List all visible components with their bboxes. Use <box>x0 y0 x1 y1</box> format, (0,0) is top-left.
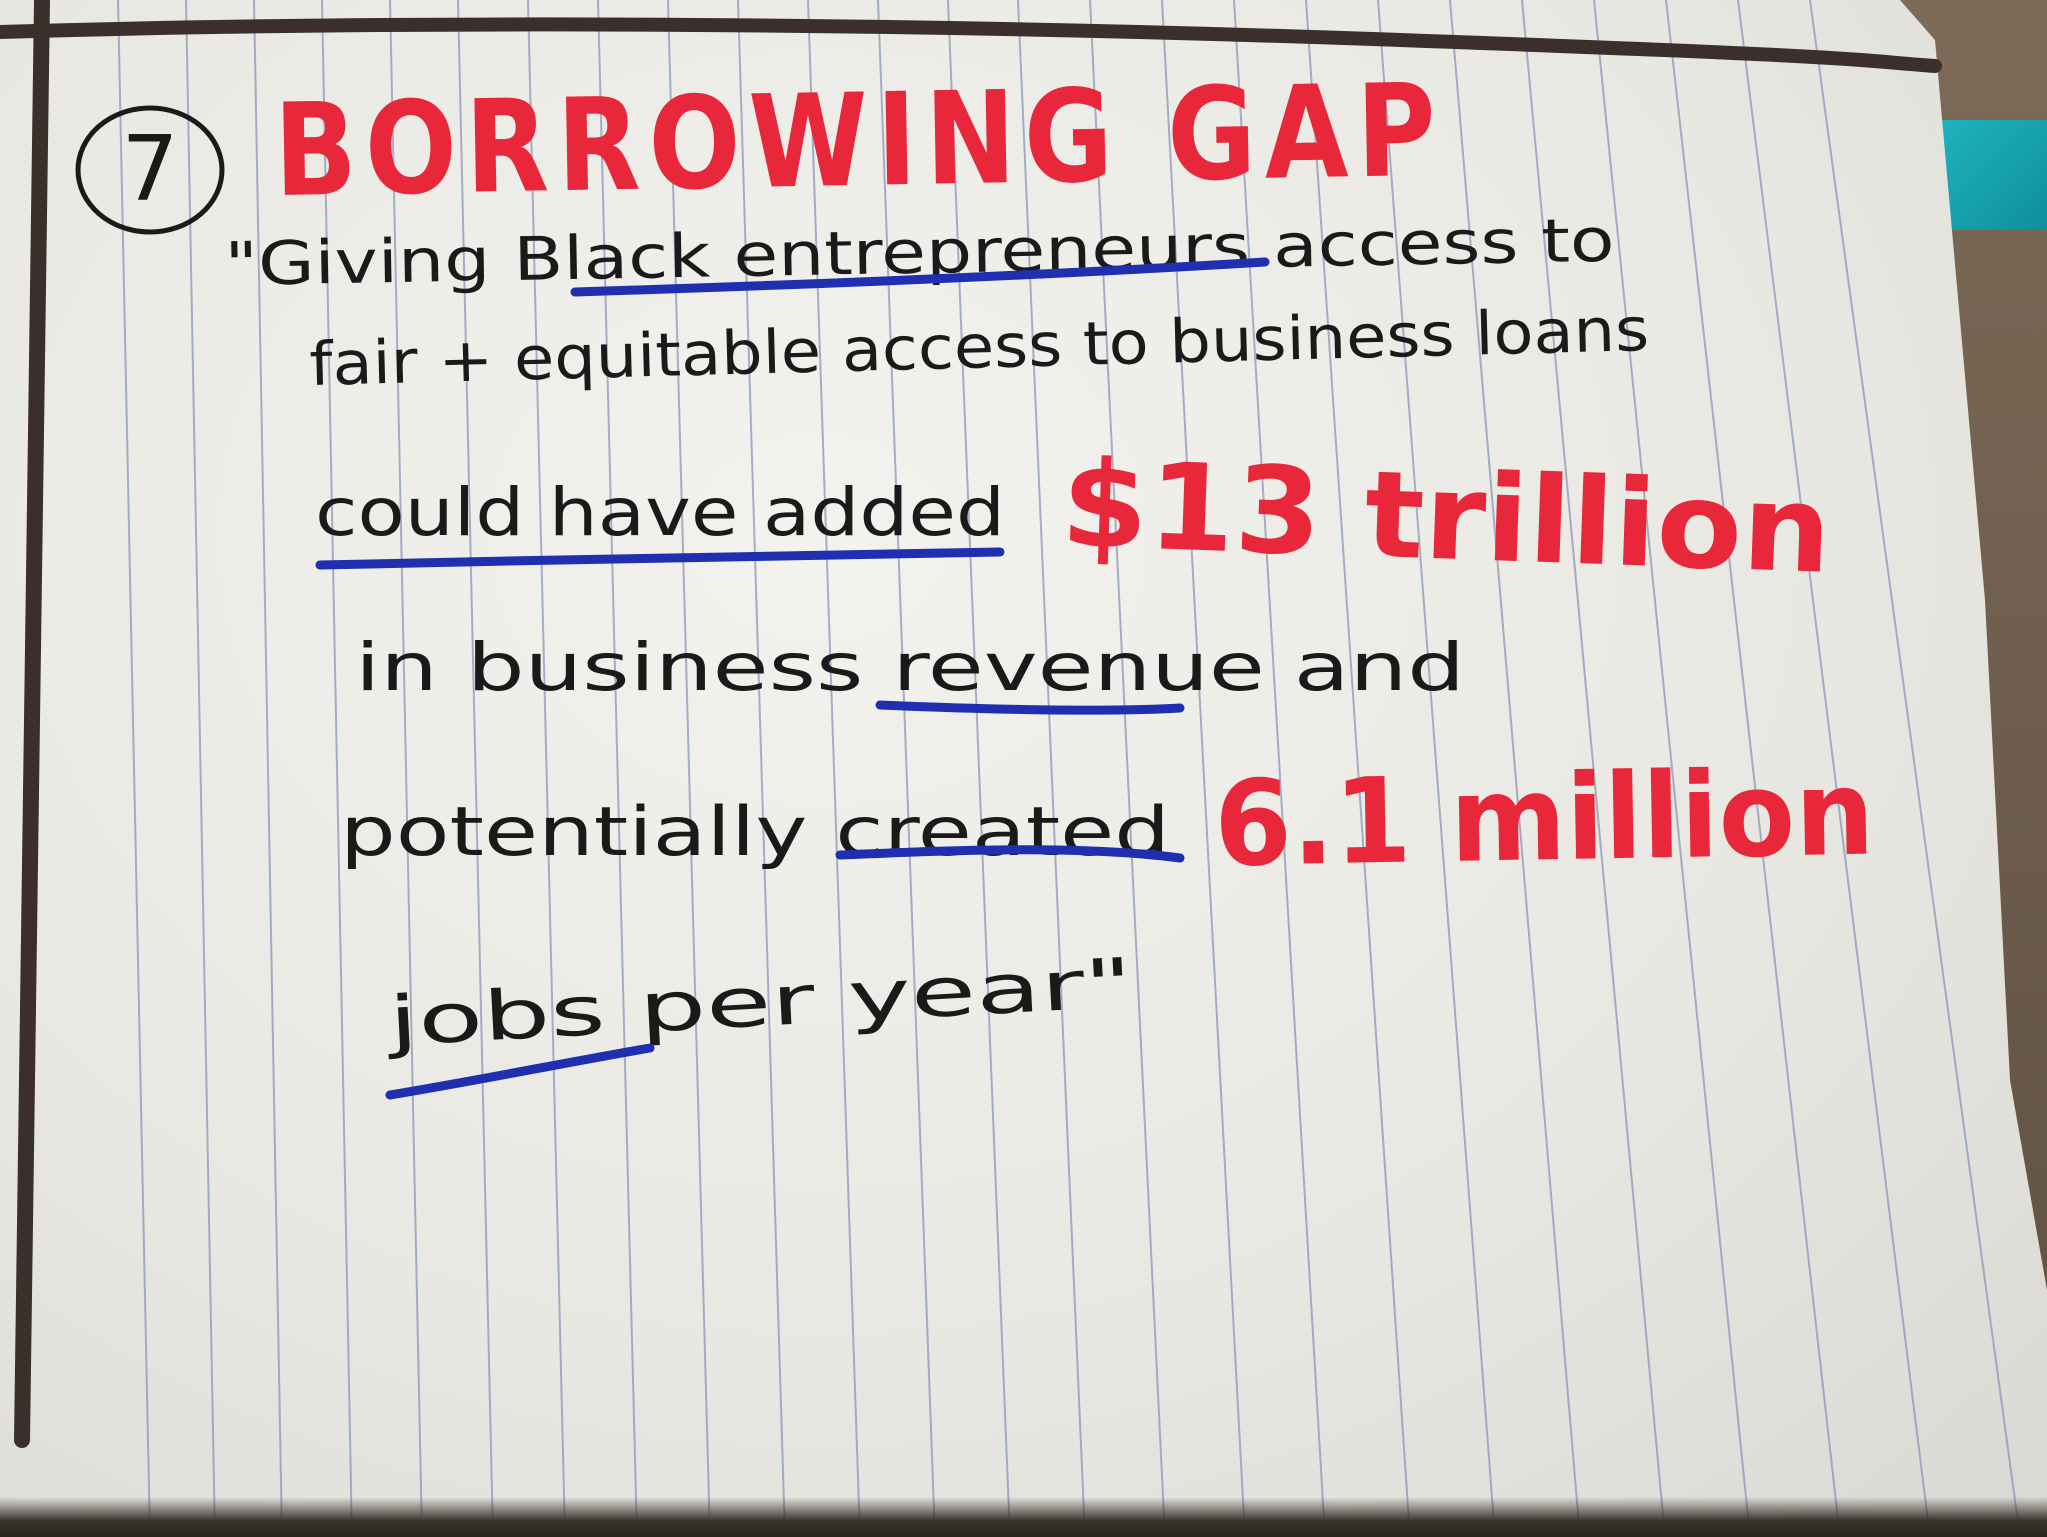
note-line-6: jobs per year" <box>384 944 1135 1062</box>
underline-created <box>835 845 1185 863</box>
jobs-amount: 6.1 million <box>1213 743 1875 892</box>
note-line-2: fair + equitable access to business loan… <box>309 295 1650 400</box>
note-line-4: in business revenue and <box>355 629 1465 706</box>
item-number-badge: 7 <box>75 105 225 235</box>
blue-underlines <box>315 257 1270 1100</box>
note-line-3: could have added <box>315 474 1005 551</box>
underline-jobs <box>385 1043 655 1100</box>
circle-outline <box>75 105 225 235</box>
teal-folder-tab <box>1937 120 2047 230</box>
note-line-5: potentially created <box>340 793 1170 872</box>
ruled-lines <box>117 0 2021 1537</box>
item-number: 7 <box>121 117 178 222</box>
underline-black-entrepreneurs <box>570 257 1270 297</box>
margin-lines <box>0 0 1942 1448</box>
underline-revenue <box>875 700 1185 715</box>
desk-edge-shadow <box>0 1497 2047 1537</box>
underline-could-have-added <box>315 547 1005 570</box>
revenue-amount: $13 trillion <box>1059 435 1833 601</box>
note-title: BORROWING GAP <box>273 57 1445 226</box>
